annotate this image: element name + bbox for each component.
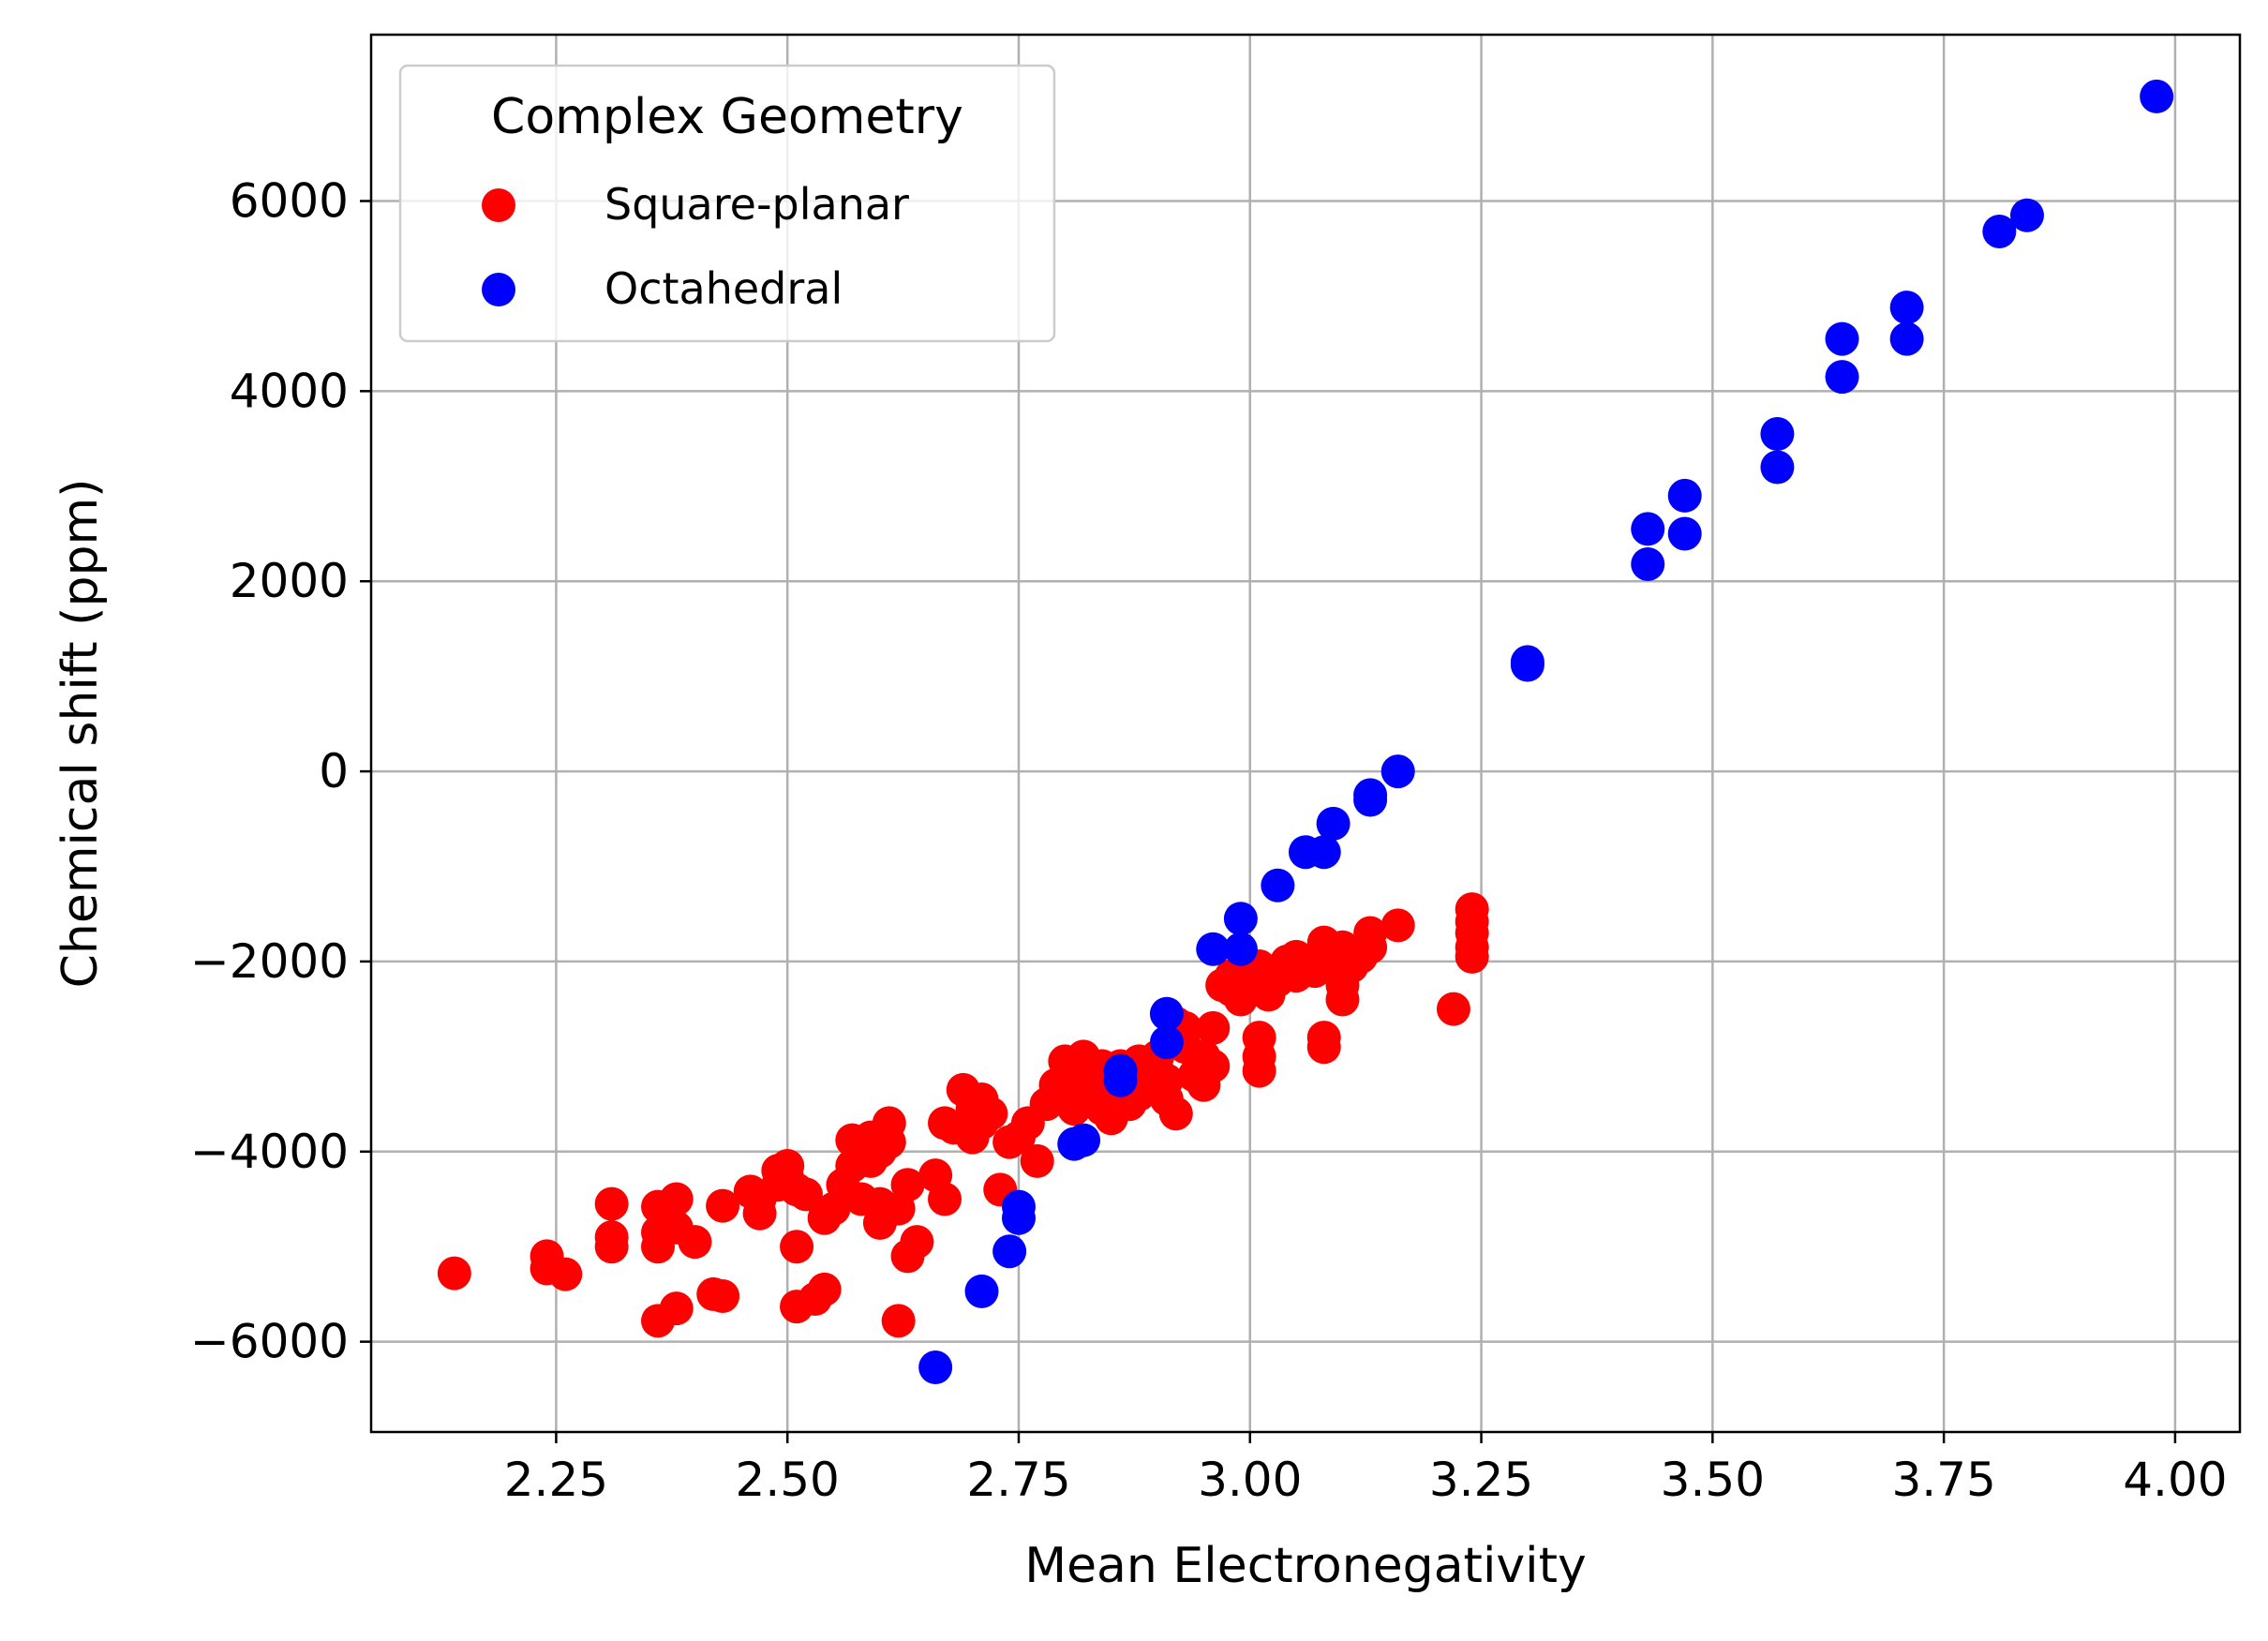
data-point: [1760, 450, 1795, 485]
data-point: [1001, 1189, 1036, 1224]
data-point: [594, 1230, 629, 1264]
data-point: [1020, 1143, 1054, 1178]
data-point: [1325, 982, 1360, 1017]
data-point: [872, 1125, 906, 1159]
data-point: [1825, 321, 1859, 356]
data-point: [1982, 214, 2017, 248]
x-tick-label: 3.75: [1891, 1453, 1995, 1507]
data-point: [928, 1182, 962, 1216]
y-tick-label: −2000: [190, 934, 349, 989]
x-tick-label: 3.50: [1661, 1453, 1765, 1507]
data-point: [1889, 321, 1924, 356]
data-point: [1196, 932, 1231, 966]
data-point: [548, 1257, 583, 1291]
data-point: [992, 1234, 1027, 1269]
data-point: [1242, 1053, 1276, 1088]
data-point: [881, 1304, 916, 1338]
data-point: [918, 1350, 953, 1385]
legend-label-square-planar: Square-planar: [604, 179, 909, 230]
data-point: [706, 1188, 740, 1223]
x-tick-label: 2.75: [966, 1453, 1070, 1507]
data-point: [1889, 291, 1924, 325]
data-point: [780, 1230, 814, 1264]
data-point: [1455, 939, 1489, 974]
data-point: [1261, 868, 1295, 903]
data-point: [1149, 1025, 1184, 1060]
y-tick-label: −6000: [190, 1315, 349, 1369]
data-point: [1158, 1096, 1193, 1131]
data-point: [1103, 1053, 1138, 1088]
data-point: [742, 1196, 777, 1231]
data-point: [974, 1096, 1008, 1131]
data-point: [1631, 546, 1665, 581]
legend-box: [398, 64, 1056, 343]
data-point: [1760, 417, 1795, 451]
data-point: [1353, 930, 1388, 964]
data-point: [437, 1256, 471, 1290]
data-point: [1306, 1030, 1341, 1065]
legend-label-octahedral: Octahedral: [604, 263, 843, 314]
data-point: [1436, 992, 1470, 1026]
x-axis: 2.25 2.50 2.75 3.00 3.25 3.50 3.75 4.00: [504, 1432, 2228, 1507]
data-point: [1631, 512, 1665, 546]
y-axis: −6000 −4000 −2000 0 2000 4000 6000: [190, 174, 371, 1369]
data-point: [1223, 932, 1258, 966]
y-tick-label: 0: [319, 744, 349, 798]
x-tick-label: 2.25: [504, 1453, 608, 1507]
data-point: [1196, 1010, 1231, 1045]
data-point: [1306, 835, 1341, 870]
data-point: [2140, 79, 2174, 113]
data-points: [437, 79, 2174, 1385]
data-point: [594, 1186, 629, 1221]
data-point: [1667, 478, 1702, 513]
data-point: [1149, 996, 1184, 1031]
data-point: [1067, 1123, 1101, 1157]
y-axis-label: Chemical shift (ppm): [52, 479, 109, 989]
data-point: [659, 1182, 694, 1216]
legend-marker-square-planar: [482, 188, 515, 222]
grid: [371, 35, 2240, 1432]
data-point: [964, 1274, 999, 1308]
data-point: [659, 1291, 694, 1326]
y-tick-label: 6000: [230, 174, 349, 229]
data-point: [1380, 908, 1415, 943]
data-point: [1196, 1049, 1231, 1083]
x-tick-label: 3.00: [1198, 1453, 1302, 1507]
data-point: [890, 1168, 925, 1202]
data-point: [2009, 198, 2044, 232]
legend: Complex Geometry Square-planar Octahedra…: [398, 64, 1056, 343]
data-point: [1510, 645, 1544, 679]
x-tick-label: 4.00: [2123, 1453, 2227, 1507]
legend-title: Complex Geometry: [491, 89, 963, 145]
y-tick-label: 4000: [230, 364, 349, 418]
data-point: [900, 1225, 934, 1260]
data-point: [807, 1272, 842, 1306]
data-point: [788, 1177, 823, 1212]
data-point: [1667, 516, 1702, 551]
data-point: [1353, 778, 1388, 813]
data-point: [1380, 754, 1415, 789]
plot-frame: [369, 33, 2242, 1434]
data-point: [706, 1278, 740, 1313]
y-tick-label: 2000: [230, 554, 349, 608]
series-octahedral: [918, 79, 2174, 1385]
x-axis-label: Mean Electronegativity: [1024, 1538, 1587, 1594]
x-tick-label: 3.25: [1429, 1453, 1533, 1507]
data-point: [1825, 360, 1859, 395]
data-point: [1316, 806, 1350, 841]
x-tick-label: 2.50: [736, 1453, 840, 1507]
data-point: [1223, 902, 1258, 936]
y-tick-label: −4000: [190, 1125, 349, 1179]
legend-marker-octahedral: [482, 273, 515, 306]
data-point: [678, 1225, 712, 1260]
